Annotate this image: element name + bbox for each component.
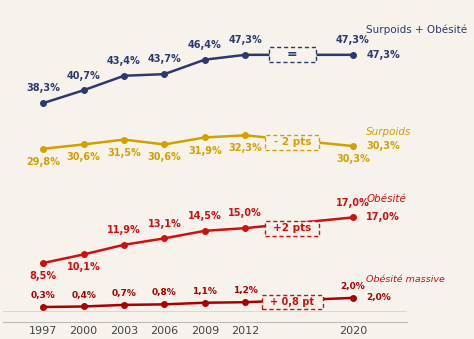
Text: +2 pts: +2 pts xyxy=(273,223,311,233)
Text: 17,0%: 17,0% xyxy=(366,213,400,222)
Text: 40,7%: 40,7% xyxy=(67,71,100,81)
Text: 32,3%: 32,3% xyxy=(228,143,262,153)
Text: 30,6%: 30,6% xyxy=(147,153,181,162)
Text: 17,0%: 17,0% xyxy=(336,198,370,208)
Text: 46,4%: 46,4% xyxy=(188,40,222,50)
Text: 15,0%: 15,0% xyxy=(228,208,262,219)
Text: 10,1%: 10,1% xyxy=(67,262,100,273)
Text: Surpoids + Obésité: Surpoids + Obésité xyxy=(366,24,467,35)
Text: 1,2%: 1,2% xyxy=(233,286,258,295)
FancyBboxPatch shape xyxy=(265,221,319,236)
Text: 30,3%: 30,3% xyxy=(336,154,370,164)
FancyBboxPatch shape xyxy=(269,47,316,62)
Text: 0,8%: 0,8% xyxy=(152,288,177,297)
Text: 0,3%: 0,3% xyxy=(31,291,55,300)
Text: 0,7%: 0,7% xyxy=(111,289,137,298)
Text: 31,9%: 31,9% xyxy=(188,145,222,156)
Text: 29,8%: 29,8% xyxy=(26,157,60,167)
Text: 2,0%: 2,0% xyxy=(341,282,365,291)
Text: Obésité: Obésité xyxy=(366,194,406,204)
Text: 47,3%: 47,3% xyxy=(336,35,370,45)
Text: + 0,8 pt: + 0,8 pt xyxy=(270,297,314,307)
Text: 38,3%: 38,3% xyxy=(26,83,60,94)
Text: 47,3%: 47,3% xyxy=(366,50,400,60)
Text: 1,1%: 1,1% xyxy=(192,287,217,296)
Text: 2,0%: 2,0% xyxy=(366,294,391,302)
Text: - 2 pts: - 2 pts xyxy=(273,137,311,147)
Text: Obésité massive: Obésité massive xyxy=(366,275,445,284)
FancyBboxPatch shape xyxy=(262,296,323,309)
Text: =: = xyxy=(287,48,298,61)
Text: 43,4%: 43,4% xyxy=(107,56,141,66)
FancyBboxPatch shape xyxy=(265,135,319,150)
Text: 8,5%: 8,5% xyxy=(29,271,57,281)
Text: 0,4%: 0,4% xyxy=(71,291,96,300)
Text: 13,1%: 13,1% xyxy=(147,219,181,229)
Text: 14,5%: 14,5% xyxy=(188,211,222,221)
Text: Surpoids: Surpoids xyxy=(366,126,412,137)
Text: 31,5%: 31,5% xyxy=(107,148,141,158)
Text: 43,7%: 43,7% xyxy=(147,55,181,64)
Text: 47,3%: 47,3% xyxy=(228,35,262,45)
Text: 30,6%: 30,6% xyxy=(67,153,100,162)
Text: 11,9%: 11,9% xyxy=(107,225,141,235)
Text: 30,3%: 30,3% xyxy=(366,141,400,151)
